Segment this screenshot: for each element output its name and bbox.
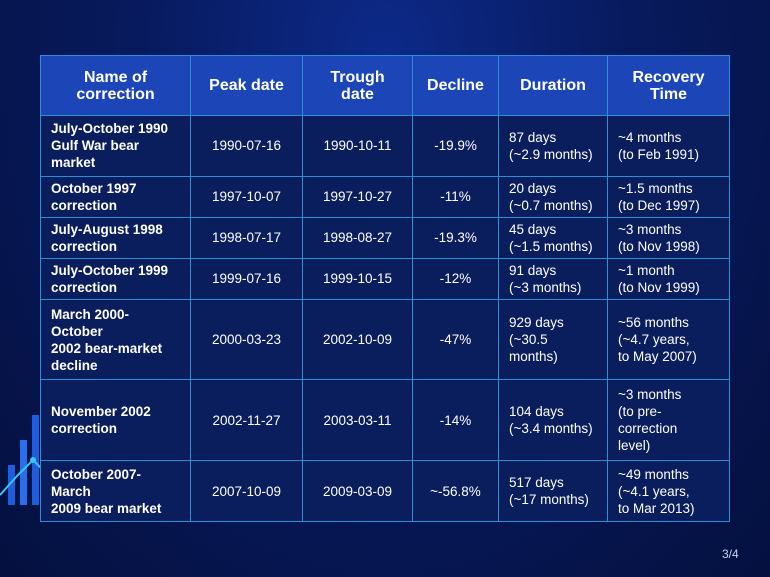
table-cell: July-August 1998 correction — [40, 216, 191, 259]
table-cell: 1990-10-11 — [302, 115, 413, 177]
table-row: October 2007-March 2009 bear market 2007-… — [40, 460, 730, 522]
header-cell: Name of correction — [40, 55, 191, 116]
header-row: Name of correction Peak date Trough date De… — [40, 55, 730, 116]
table-cell: 91 days (~3 months) — [498, 257, 608, 300]
table-cell: March 2000-October 2002 bear-market decl… — [40, 298, 191, 381]
table-body: July-October 1990 Gulf War bear market 19… — [40, 115, 730, 522]
table-cell: October 2007-March 2009 bear market — [40, 460, 191, 522]
header-cell: Trough date — [302, 55, 413, 116]
table-cell: -14% — [412, 379, 499, 462]
header-cell: Recovery Time — [607, 55, 730, 116]
header-cell: Duration — [498, 55, 608, 116]
deco-dot — [30, 457, 36, 463]
table-cell: ~1 month (to Nov 1999) — [607, 257, 730, 300]
table-cell: 20 days (~0.7 months) — [498, 175, 608, 218]
table-cell: -19.9% — [412, 115, 499, 177]
table-cell: ~1.5 months (to Dec 1997) — [607, 175, 730, 218]
table: Name of correction Peak date Trough date De… — [40, 55, 730, 522]
table-cell: 87 days (~2.9 months) — [498, 115, 608, 177]
table-cell: 1998-07-17 — [190, 216, 303, 259]
table-cell: 1998-08-27 — [302, 216, 413, 259]
table-cell: November 2002 correction — [40, 379, 191, 462]
deco-bar — [8, 465, 15, 505]
table-row: July-October 1990 Gulf War bear market 19… — [40, 115, 730, 177]
table-cell: 517 days (~17 months) — [498, 460, 608, 522]
table-cell: July-October 1990 Gulf War bear market — [40, 115, 191, 177]
table-row: November 2002 correction 2002-11-27 2003-0… — [40, 379, 730, 462]
table-cell: -47% — [412, 298, 499, 381]
table-cell: 2009-03-09 — [302, 460, 413, 522]
table-cell: 2003-03-11 — [302, 379, 413, 462]
table-cell: 1997-10-07 — [190, 175, 303, 218]
table-cell: 929 days (~30.5 months) — [498, 298, 608, 381]
table-cell: 1997-10-27 — [302, 175, 413, 218]
table-row: March 2000-October 2002 bear-market decl… — [40, 298, 730, 381]
table-cell: 1990-07-16 — [190, 115, 303, 177]
table-row: October 1997 correction 1997-10-07 1997-10… — [40, 175, 730, 218]
table-cell: 104 days (~3.4 months) — [498, 379, 608, 462]
table-cell: 45 days (~1.5 months) — [498, 216, 608, 259]
table-cell: -11% — [412, 175, 499, 218]
table-cell: ~49 months (~4.1 years, to Mar 2013) — [607, 460, 730, 522]
table-cell: -12% — [412, 257, 499, 300]
table-cell: ~3 months (to Nov 1998) — [607, 216, 730, 259]
table-cell: 2002-11-27 — [190, 379, 303, 462]
table-cell: ~4 months (to Feb 1991) — [607, 115, 730, 177]
table-cell: July-October 1999 correction — [40, 257, 191, 300]
header-cell: Decline — [412, 55, 499, 116]
table-cell: 2007-10-09 — [190, 460, 303, 522]
table-cell: 1999-07-16 — [190, 257, 303, 300]
table-cell: 2002-10-09 — [302, 298, 413, 381]
table-cell: October 1997 correction — [40, 175, 191, 218]
table-row: July-October 1999 correction 1999-07-16 19… — [40, 257, 730, 300]
table-cell: 1999-10-15 — [302, 257, 413, 300]
page-number: 3/4 — [722, 547, 739, 561]
header-cell: Peak date — [190, 55, 303, 116]
table-cell: -19.3% — [412, 216, 499, 259]
table-row: July-August 1998 correction 1998-07-17 199… — [40, 216, 730, 259]
table-cell: ~3 months (to pre-correction level) — [607, 379, 730, 462]
table-cell: ~56 months (~4.7 years, to May 2007) — [607, 298, 730, 381]
table-cell: ~-56.8% — [412, 460, 499, 522]
deco-bar — [20, 440, 27, 505]
table-cell: 2000-03-23 — [190, 298, 303, 381]
